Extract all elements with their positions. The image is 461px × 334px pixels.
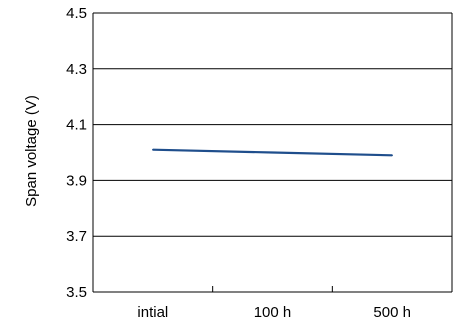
x-tick-label: 500 h bbox=[373, 304, 411, 321]
data-point bbox=[271, 151, 274, 154]
data-point bbox=[391, 154, 393, 157]
y-axis-label: Span voltage (V) bbox=[23, 95, 40, 207]
y-tick-label: 4.1 bbox=[66, 117, 87, 134]
x-tick-label: intial bbox=[137, 304, 168, 321]
grid-layer bbox=[93, 12, 452, 237]
ticks-layer: 3.5 3.7 3.9 4.1 4.3 4.5 intial 100 h 500 h bbox=[66, 5, 411, 321]
axes-layer bbox=[92, 13, 453, 293]
y-tick-label: 3.7 bbox=[66, 228, 87, 245]
y-tick-label: 3.5 bbox=[66, 284, 87, 301]
series-layer bbox=[152, 148, 393, 157]
data-point bbox=[152, 148, 154, 151]
x-tick-label: 100 h bbox=[254, 304, 292, 321]
y-tick-label: 4.3 bbox=[66, 61, 87, 78]
y-tick-label: 3.9 bbox=[66, 172, 87, 189]
y-tick-label: 4.5 bbox=[66, 5, 87, 22]
labels-layer: Span voltage (V) bbox=[23, 95, 40, 207]
